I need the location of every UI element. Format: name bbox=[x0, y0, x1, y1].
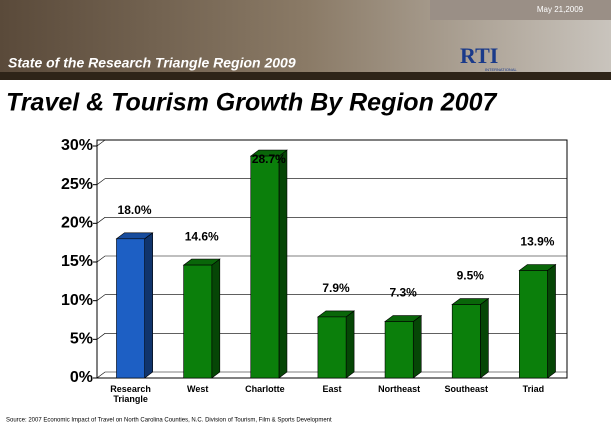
y-tick-label: 30% bbox=[61, 137, 93, 154]
banner-title: State of the Research Triangle Region 20… bbox=[8, 55, 296, 71]
bar-side bbox=[211, 258, 221, 379]
x-tick-label-box: Northeast bbox=[378, 384, 421, 394]
bar bbox=[519, 270, 548, 379]
banner-strip bbox=[0, 72, 611, 80]
value-label: 28.7% bbox=[252, 152, 286, 166]
y-tick-label: 5% bbox=[70, 331, 93, 348]
bar-side bbox=[480, 297, 489, 379]
grid-line bbox=[96, 255, 567, 263]
chart-title: Travel & Tourism Growth By Region 2007 bbox=[6, 89, 498, 117]
y-tick-label: 10% bbox=[61, 292, 93, 309]
bar bbox=[384, 321, 414, 379]
value-label: 14.6% bbox=[185, 229, 219, 243]
bar-side bbox=[144, 232, 153, 379]
x-tick-label: East bbox=[322, 384, 342, 394]
x-tick-label-box: Southeast bbox=[444, 384, 489, 394]
x-tick-label-box: West bbox=[187, 384, 209, 394]
bar bbox=[250, 155, 280, 379]
date-strip bbox=[430, 0, 611, 20]
grid-line bbox=[96, 178, 567, 185]
bar-side bbox=[345, 310, 355, 379]
source: Source: 2007 Economic Impact of Travel o… bbox=[6, 418, 332, 424]
value-label: 7.3% bbox=[389, 286, 417, 300]
date: May 21,2009 bbox=[537, 5, 584, 14]
value-label: 18.0% bbox=[118, 203, 152, 217]
x-tick-label-box: East bbox=[322, 384, 342, 394]
logo: RTI bbox=[460, 43, 498, 68]
x-tick-label: Northeast bbox=[378, 384, 421, 394]
x-tick-label: Triad bbox=[522, 384, 545, 394]
x-tick-label: West bbox=[187, 384, 209, 394]
value-label: 13.9% bbox=[520, 235, 554, 249]
y-tick-label: 25% bbox=[61, 176, 93, 193]
value-label: 9.5% bbox=[457, 269, 485, 283]
bar bbox=[116, 238, 145, 379]
bar bbox=[183, 264, 213, 379]
bar-side bbox=[278, 149, 288, 379]
x-tick-label-box: Research Triangle bbox=[110, 384, 151, 404]
x-tick-label-box: Triad bbox=[522, 384, 545, 394]
y-tick-label: 20% bbox=[61, 215, 93, 232]
y-tick-label: 15% bbox=[61, 253, 93, 270]
x-tick-label-box: Charlotte bbox=[245, 384, 285, 394]
x-tick-label: Charlotte bbox=[245, 384, 285, 394]
grid-line bbox=[96, 217, 567, 224]
grid-line bbox=[96, 139, 567, 147]
bar-side bbox=[547, 263, 556, 379]
grid-line bbox=[96, 294, 567, 301]
bar bbox=[317, 316, 347, 379]
x-tick-label: Research Triangle bbox=[110, 384, 151, 404]
y-tick-label: 0% bbox=[70, 369, 93, 386]
bar-side bbox=[412, 314, 422, 379]
x-tick-label: Southeast bbox=[444, 384, 489, 394]
logo-sub: INTERNATIONAL bbox=[485, 67, 517, 72]
value-label: 7.9% bbox=[322, 281, 350, 295]
bar bbox=[451, 304, 481, 379]
